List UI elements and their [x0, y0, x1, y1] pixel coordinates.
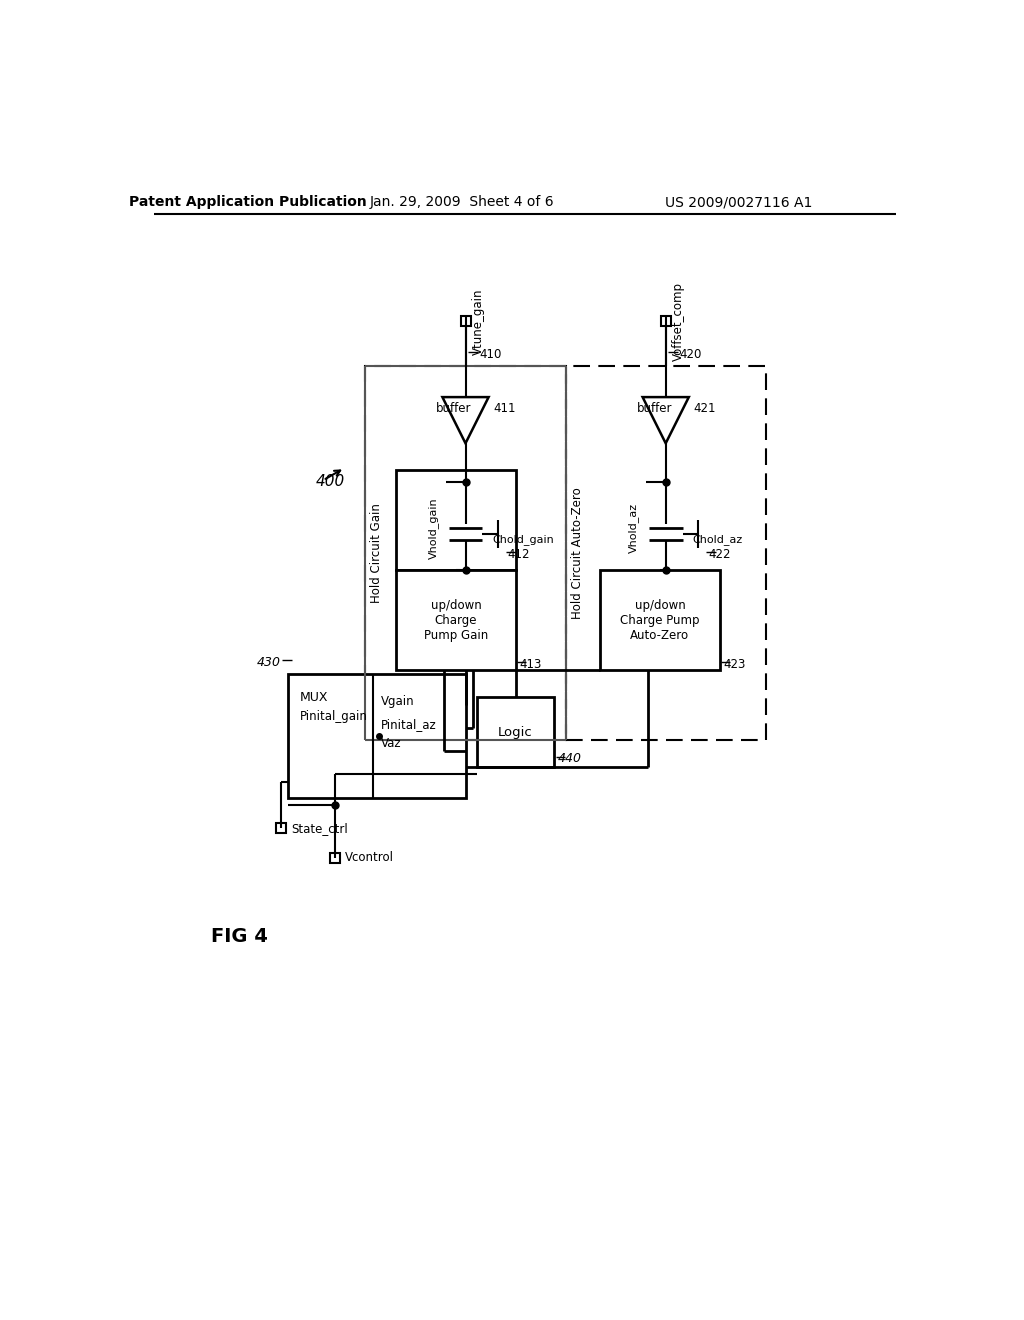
Bar [330, 853, 340, 862]
Text: Vcontrol: Vcontrol [345, 851, 394, 865]
Text: 400: 400 [315, 474, 345, 490]
Text: Vhold_gain: Vhold_gain [428, 498, 438, 558]
Text: Hold Circuit Auto-Zero: Hold Circuit Auto-Zero [570, 487, 584, 619]
Text: up/down
Charge Pump
Auto-Zero: up/down Charge Pump Auto-Zero [621, 599, 699, 642]
Bar [565, 367, 766, 739]
Text: Hold Circuit Gain: Hold Circuit Gain [371, 503, 383, 603]
Bar [396, 570, 515, 671]
Text: Vgain: Vgain [381, 694, 415, 708]
Text: 422: 422 [708, 548, 730, 561]
Text: Pinital_az: Pinital_az [381, 718, 436, 731]
Text: Jan. 29, 2009  Sheet 4 of 6: Jan. 29, 2009 Sheet 4 of 6 [370, 195, 554, 210]
Text: Pinital_gain: Pinital_gain [300, 710, 368, 723]
Text: 423: 423 [724, 657, 745, 671]
Text: 421: 421 [693, 403, 716, 416]
Bar [366, 367, 565, 739]
Bar [600, 570, 720, 671]
Text: up/down
Charge
Pump Gain: up/down Charge Pump Gain [424, 599, 488, 642]
Text: Logic: Logic [499, 726, 532, 739]
Bar [660, 317, 671, 326]
Text: MUX: MUX [300, 690, 329, 704]
Bar [275, 824, 286, 833]
Text: 420: 420 [680, 348, 701, 362]
Text: Voffset_comp: Voffset_comp [672, 281, 685, 360]
Text: State_ctrl: State_ctrl [292, 822, 348, 834]
Text: FIG 4: FIG 4 [211, 927, 268, 945]
Text: 410: 410 [479, 348, 502, 362]
Text: Vaz: Vaz [381, 737, 401, 750]
Text: 412: 412 [508, 548, 530, 561]
Text: Chold_gain: Chold_gain [493, 535, 554, 545]
Text: 413: 413 [519, 657, 542, 671]
Text: Vtune_gain: Vtune_gain [472, 288, 484, 355]
Text: 440: 440 [558, 752, 582, 766]
Text: Patent Application Publication: Patent Application Publication [129, 195, 367, 210]
Text: 430: 430 [257, 656, 281, 669]
Text: buffer: buffer [436, 403, 472, 416]
Bar [477, 697, 554, 767]
Bar [461, 317, 470, 326]
Bar [396, 470, 515, 570]
Bar [289, 675, 466, 797]
Text: Chold_az: Chold_az [692, 535, 742, 545]
Text: buffer: buffer [637, 403, 672, 416]
Text: Vhold_az: Vhold_az [628, 503, 639, 553]
Text: US 2009/0027116 A1: US 2009/0027116 A1 [666, 195, 813, 210]
Text: 411: 411 [494, 403, 516, 416]
